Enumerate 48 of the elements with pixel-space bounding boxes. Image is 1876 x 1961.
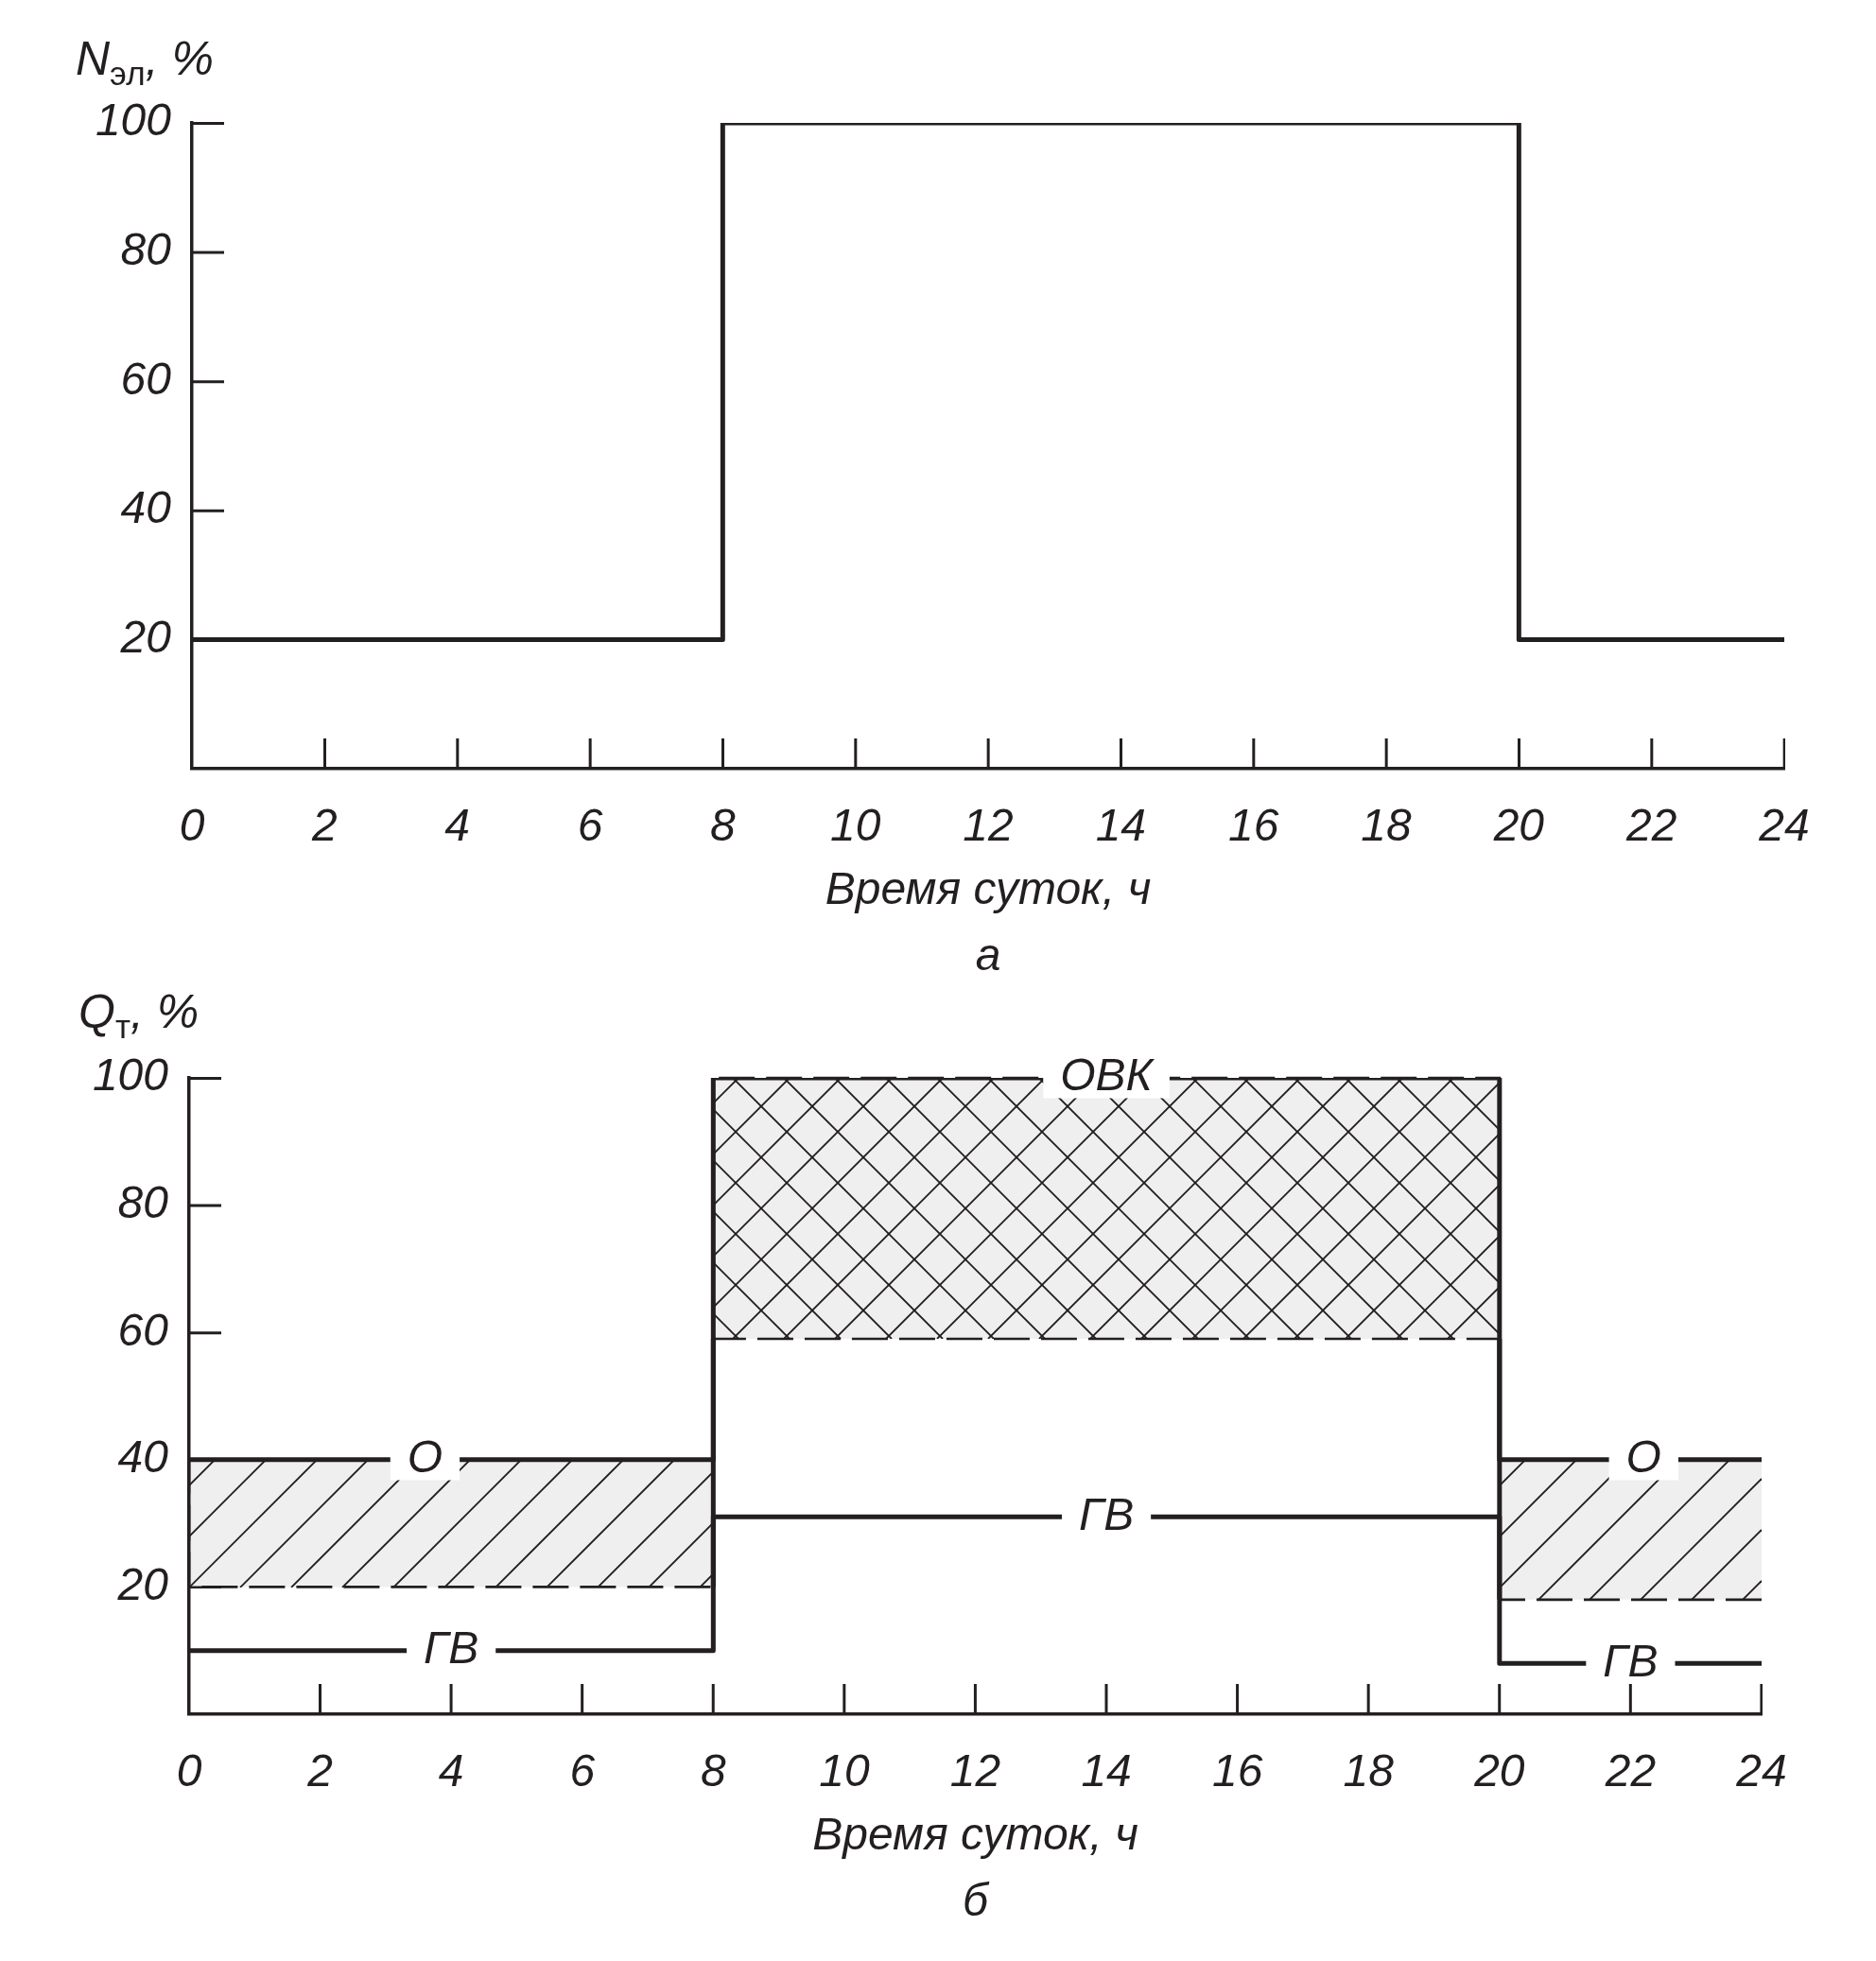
x-tick-label: 22 — [1624, 800, 1677, 851]
text: ГВ — [424, 1623, 479, 1674]
x-tick-label: 12 — [949, 1745, 1001, 1796]
text: б — [963, 1875, 990, 1926]
y-tick-label: 80 — [117, 1176, 169, 1227]
x-tick-label: 16 — [1211, 1745, 1263, 1796]
annotation: О — [407, 1432, 443, 1483]
x-tick-label: 0 — [179, 800, 205, 851]
x-tick-label: 22 — [1604, 1745, 1657, 1796]
x-tick-label: 4 — [444, 800, 471, 851]
x-tick-label: 2 — [310, 800, 338, 851]
text: а — [975, 929, 1001, 980]
y-tick-label: 40 — [120, 482, 172, 533]
series-label: ГВ — [1079, 1488, 1135, 1539]
x-tick-label: 8 — [700, 1745, 726, 1796]
y-axis-title: Q$_{т}$, % — [78, 985, 200, 1045]
y-tick-label: 100 — [92, 1050, 169, 1101]
x-tick-label: 0 — [176, 1745, 202, 1796]
x-tick-label: 10 — [819, 1745, 870, 1796]
x-axis-title: Время суток, ч — [825, 862, 1152, 913]
y-tick-label: 80 — [120, 223, 172, 274]
x-tick-label: 20 — [1492, 800, 1545, 851]
x-tick-label: 14 — [1081, 1745, 1132, 1796]
text: ГВ — [1603, 1635, 1659, 1686]
x-tick-label: 12 — [963, 800, 1014, 851]
x-axis-title: Время суток, ч — [812, 1808, 1138, 1859]
annotation: ОВК — [1060, 1050, 1155, 1101]
x-tick-label: 16 — [1227, 800, 1279, 851]
x-tick-label: 24 — [1758, 800, 1810, 851]
x-tick-label: 8 — [709, 800, 736, 851]
y-axis-title: N$_{эл}$, % — [76, 32, 214, 92]
y-tick-label: 60 — [117, 1304, 169, 1355]
x-tick-label: 2 — [306, 1745, 333, 1796]
x-tick-label: 24 — [1735, 1745, 1787, 1796]
x-tick-label: 14 — [1095, 800, 1147, 851]
y-tick-label: 20 — [116, 1558, 169, 1609]
x-tick-label: 10 — [829, 800, 881, 851]
x-tick-label: 6 — [569, 1745, 596, 1796]
y-tick-label: 20 — [119, 611, 172, 662]
y-tick-label: 60 — [120, 353, 172, 404]
y-tick-label: 40 — [117, 1432, 169, 1483]
annotation: О — [1625, 1432, 1661, 1483]
x-tick-label: 6 — [577, 800, 603, 851]
x-tick-label: 20 — [1473, 1745, 1525, 1796]
y-tick-label: 100 — [95, 95, 172, 146]
x-tick-label: 18 — [1361, 800, 1412, 851]
x-tick-label: 18 — [1343, 1745, 1395, 1796]
x-tick-label: 4 — [438, 1745, 464, 1796]
